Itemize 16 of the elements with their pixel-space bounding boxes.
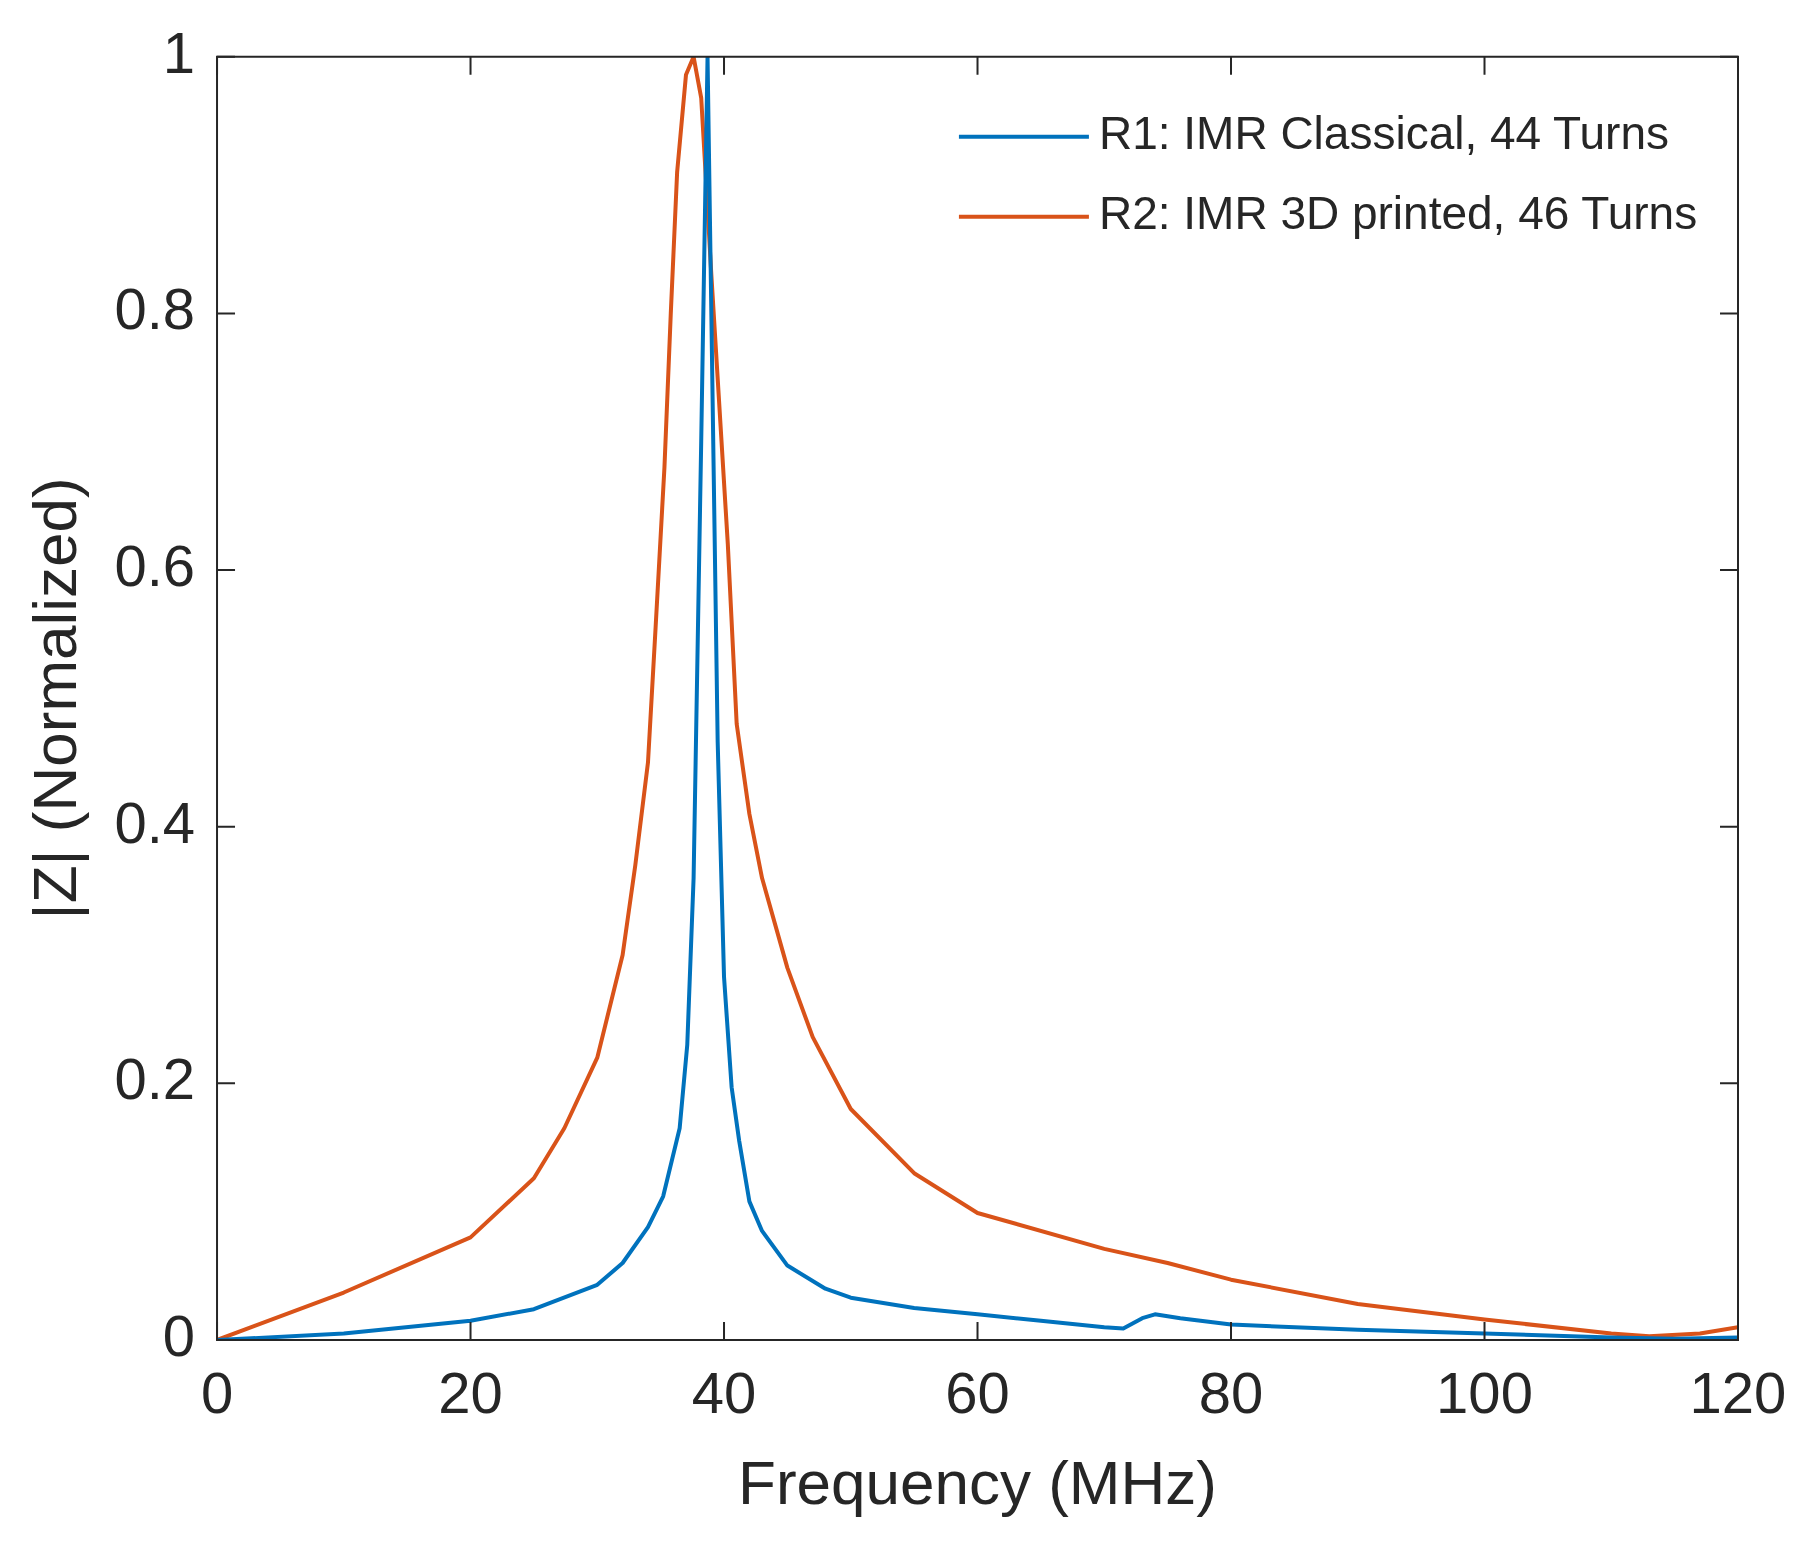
y-tick-label: 0.4 — [114, 789, 196, 855]
x-tick-label: 120 — [1689, 1359, 1787, 1425]
y-tick-label: 0 — [162, 1303, 196, 1368]
y-tick-label: 0.2 — [114, 1046, 196, 1112]
y-tick-label: 0.8 — [114, 276, 196, 342]
x-axis-title: Frequency (MHz) — [738, 1447, 1217, 1517]
x-tick-label: 20 — [438, 1359, 503, 1425]
x-tick-label: 40 — [691, 1359, 757, 1425]
y-axis-title: |Z| (Normalized) — [20, 477, 90, 920]
y-tick-label: 1 — [162, 19, 196, 85]
legend-label: R1: IMR Classical, 44 Turns — [1098, 107, 1669, 160]
legend-label: R2: IMR 3D printed, 46 Turns — [1098, 187, 1698, 240]
x-tick-label: 100 — [1436, 1359, 1533, 1425]
x-tick-label: 80 — [1198, 1359, 1264, 1425]
y-tick-label: 0.6 — [114, 533, 196, 599]
x-tick-label: 60 — [945, 1359, 1010, 1425]
